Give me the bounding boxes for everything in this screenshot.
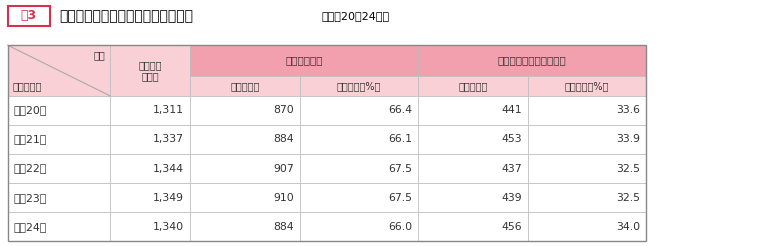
Text: 32.5: 32.5: [616, 193, 640, 202]
FancyBboxPatch shape: [190, 212, 300, 241]
Text: 907: 907: [274, 164, 294, 173]
FancyBboxPatch shape: [8, 96, 110, 125]
FancyBboxPatch shape: [110, 45, 190, 96]
Text: 平成22年: 平成22年: [14, 164, 47, 173]
Text: 66.1: 66.1: [388, 135, 412, 144]
FancyBboxPatch shape: [8, 125, 110, 154]
FancyBboxPatch shape: [418, 125, 528, 154]
FancyBboxPatch shape: [110, 212, 190, 241]
FancyBboxPatch shape: [8, 154, 110, 183]
Text: 453: 453: [502, 135, 522, 144]
FancyBboxPatch shape: [300, 125, 418, 154]
FancyBboxPatch shape: [8, 212, 110, 241]
Text: 439: 439: [502, 193, 522, 202]
Text: 平成23年: 平成23年: [14, 193, 47, 202]
Text: 1,349: 1,349: [153, 193, 184, 202]
FancyBboxPatch shape: [8, 6, 50, 26]
Text: 67.5: 67.5: [388, 164, 412, 173]
Text: 給与所得以外の所得あり: 給与所得以外の所得あり: [498, 55, 566, 65]
FancyBboxPatch shape: [418, 212, 528, 241]
FancyBboxPatch shape: [110, 96, 190, 125]
Text: 437: 437: [502, 164, 522, 173]
FancyBboxPatch shape: [300, 96, 418, 125]
Text: 平成24年: 平成24年: [14, 222, 47, 231]
FancyBboxPatch shape: [418, 154, 528, 183]
Text: 33.6: 33.6: [616, 106, 640, 115]
FancyBboxPatch shape: [110, 125, 190, 154]
Text: 1,337: 1,337: [153, 135, 184, 144]
FancyBboxPatch shape: [418, 76, 528, 96]
Text: 66.0: 66.0: [388, 222, 412, 231]
FancyBboxPatch shape: [528, 76, 646, 96]
FancyBboxPatch shape: [300, 154, 418, 183]
FancyBboxPatch shape: [190, 125, 300, 154]
Text: 67.5: 67.5: [388, 193, 412, 202]
Text: 年（暦年）: 年（暦年）: [12, 81, 42, 91]
FancyBboxPatch shape: [8, 183, 110, 212]
Text: 給与所得のみ: 給与所得のみ: [285, 55, 323, 65]
Text: 33.9: 33.9: [616, 135, 640, 144]
FancyBboxPatch shape: [8, 45, 110, 96]
FancyBboxPatch shape: [528, 125, 646, 154]
Text: 構成割合（%）: 構成割合（%）: [337, 81, 382, 91]
FancyBboxPatch shape: [418, 183, 528, 212]
FancyBboxPatch shape: [190, 183, 300, 212]
Text: 870: 870: [274, 106, 294, 115]
Text: 表3: 表3: [21, 9, 37, 22]
FancyBboxPatch shape: [528, 183, 646, 212]
Text: 件数（件）: 件数（件）: [230, 81, 260, 91]
FancyBboxPatch shape: [300, 76, 418, 96]
Text: 884: 884: [274, 135, 294, 144]
Text: 884: 884: [274, 222, 294, 231]
Text: 1,344: 1,344: [153, 164, 184, 173]
Text: 1,340: 1,340: [153, 222, 184, 231]
FancyBboxPatch shape: [418, 45, 646, 76]
Text: 910: 910: [274, 193, 294, 202]
Text: 所得等報告書の提出件数とその内訳: 所得等報告書の提出件数とその内訳: [59, 9, 193, 23]
FancyBboxPatch shape: [110, 154, 190, 183]
Text: 441: 441: [502, 106, 522, 115]
FancyBboxPatch shape: [300, 183, 418, 212]
FancyBboxPatch shape: [190, 76, 300, 96]
FancyBboxPatch shape: [528, 154, 646, 183]
Text: 456: 456: [502, 222, 522, 231]
Text: 66.4: 66.4: [388, 106, 412, 115]
Text: 34.0: 34.0: [616, 222, 640, 231]
FancyBboxPatch shape: [528, 96, 646, 125]
Text: 1,311: 1,311: [153, 106, 184, 115]
Text: 平成21年: 平成21年: [14, 135, 47, 144]
FancyBboxPatch shape: [190, 154, 300, 183]
Text: 区分: 区分: [94, 50, 106, 60]
FancyBboxPatch shape: [190, 45, 418, 76]
Text: 構成割合（%）: 構成割合（%）: [565, 81, 610, 91]
FancyBboxPatch shape: [190, 96, 300, 125]
Text: 件数（件）: 件数（件）: [458, 81, 488, 91]
FancyBboxPatch shape: [528, 212, 646, 241]
Text: 平成20年: 平成20年: [14, 106, 47, 115]
FancyBboxPatch shape: [300, 212, 418, 241]
Text: 32.5: 32.5: [616, 164, 640, 173]
Text: （平成20〜24年）: （平成20〜24年）: [321, 11, 390, 21]
FancyBboxPatch shape: [418, 96, 528, 125]
Text: 提出件数
（件）: 提出件数 （件）: [138, 60, 162, 81]
FancyBboxPatch shape: [110, 183, 190, 212]
